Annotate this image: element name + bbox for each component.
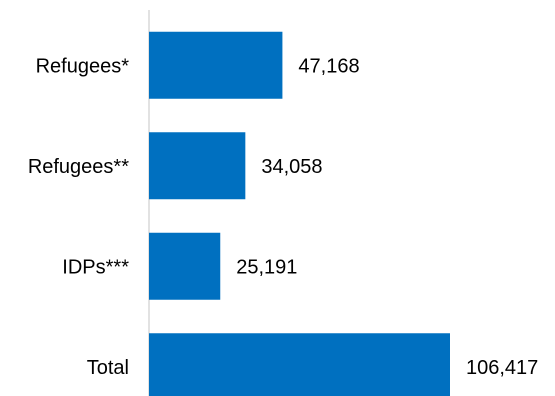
bar-1 <box>149 132 246 200</box>
category-label: Total <box>87 357 129 379</box>
value-label: 34,058 <box>261 156 322 178</box>
bar-0 <box>149 31 283 99</box>
category-label: Refugees* <box>36 55 130 77</box>
category-label: Refugees** <box>28 156 129 178</box>
category-label: IDPs*** <box>62 256 129 278</box>
value-label: 106,417 <box>466 357 538 379</box>
value-label: 25,191 <box>236 256 297 278</box>
bar-2 <box>149 232 221 300</box>
bars-layer: Refugees* 47,168 Refugees** 34,058 IDPs*** 25… <box>28 31 538 396</box>
value-label: 47,168 <box>298 55 359 77</box>
bar-3 <box>149 333 450 396</box>
